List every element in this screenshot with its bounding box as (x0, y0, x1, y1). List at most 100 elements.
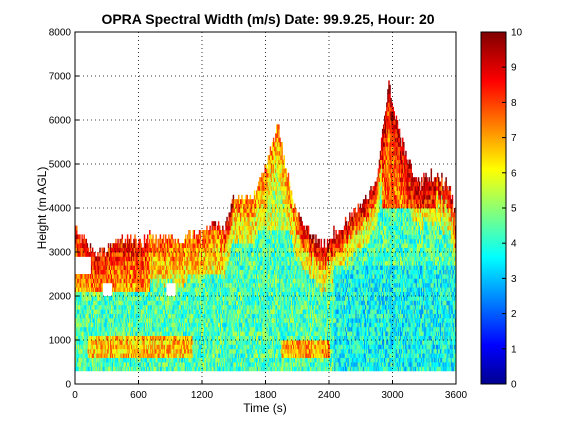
heatmap-cell (210, 269, 212, 275)
heatmap-cell (101, 326, 103, 332)
heatmap-cell (245, 348, 247, 354)
heatmap-cell (155, 282, 157, 288)
heatmap-cell (108, 296, 111, 301)
heatmap-cell (211, 366, 213, 372)
heatmap-cell (228, 234, 230, 240)
heatmap-cell (99, 340, 101, 345)
heatmap-cell (228, 366, 230, 372)
heatmap-cell (188, 243, 190, 248)
heatmap-cell (219, 247, 222, 253)
heatmap-cell (89, 278, 92, 284)
heatmap-cell (125, 300, 128, 306)
heatmap-cell (99, 278, 101, 284)
heatmap-cell (216, 296, 219, 301)
heatmap-cell (121, 344, 124, 350)
heatmap-cell (178, 366, 181, 372)
heatmap-cell (124, 238, 127, 244)
heatmap-cell (243, 274, 245, 279)
heatmap-cell (145, 238, 148, 244)
heatmap-cell (99, 344, 101, 350)
heatmap-cell (196, 296, 199, 301)
heatmap-cell (202, 278, 204, 284)
heatmap-cell (96, 353, 98, 358)
heatmap-cell (231, 243, 234, 248)
heatmap-cell (215, 344, 218, 350)
heatmap-cell (151, 353, 153, 358)
heatmap-cell (149, 357, 151, 363)
heatmap-cell (114, 318, 116, 323)
heatmap-cell (132, 326, 134, 332)
heatmap-cell (198, 322, 201, 328)
heatmap-cell (95, 318, 97, 323)
heatmap-cell (171, 318, 173, 323)
heatmap-cell (105, 278, 108, 284)
heatmap-cell (172, 243, 174, 248)
heatmap-cell (192, 362, 194, 367)
heatmap-cell (113, 278, 115, 284)
heatmap-cell (168, 313, 170, 319)
heatmap-cell (97, 265, 99, 270)
heatmap-cell (109, 278, 112, 284)
heatmap-cell (101, 247, 103, 253)
heatmap-cell (181, 252, 184, 257)
heatmap-cell (87, 274, 90, 279)
heatmap-cell (180, 269, 183, 275)
heatmap-cell (161, 274, 164, 279)
heatmap-cell (180, 278, 183, 284)
heatmap-cell (217, 243, 220, 248)
heatmap-cell (247, 265, 249, 270)
heatmap-cell (205, 269, 207, 275)
heatmap-cell (143, 304, 146, 310)
heatmap-cell (208, 282, 210, 288)
heatmap-cell (108, 274, 111, 279)
heatmap-cell (178, 296, 181, 301)
heatmap-cell (144, 274, 147, 279)
heatmap-cell (182, 353, 185, 358)
heatmap-cell (232, 291, 235, 297)
heatmap-cell (180, 318, 183, 323)
heatmap-cell (84, 282, 86, 288)
heatmap-cell (246, 269, 248, 275)
heatmap-cell (90, 296, 93, 301)
heatmap-cell (235, 203, 238, 209)
heatmap-cell (208, 335, 210, 341)
heatmap-cell (171, 348, 173, 354)
heatmap-cell (112, 291, 114, 297)
heatmap-cell (242, 260, 244, 266)
heatmap-cell (196, 357, 199, 363)
heatmap-cell (197, 238, 200, 244)
heatmap-cell (247, 291, 249, 297)
heatmap-cell (211, 322, 213, 328)
heatmap-cell (104, 274, 107, 279)
heatmap-cell (187, 353, 189, 358)
heatmap-cell (122, 260, 125, 266)
heatmap-cell (160, 331, 163, 336)
heatmap-cell (200, 252, 203, 257)
heatmap-cell (204, 309, 206, 314)
heatmap-cell (138, 313, 140, 319)
heatmap-cell (140, 313, 143, 319)
heatmap-cell (246, 304, 248, 310)
heatmap-cell (84, 362, 86, 367)
heatmap-cell (116, 344, 118, 350)
heatmap-cell (234, 300, 237, 306)
heatmap-cell (177, 243, 180, 248)
heatmap-cell (118, 265, 120, 270)
heatmap-cell (187, 331, 189, 336)
heatmap-cell (229, 225, 231, 231)
heatmap-cell (212, 265, 215, 270)
heatmap-cell (115, 247, 117, 253)
heatmap-cell (206, 225, 208, 231)
heatmap-cell (167, 318, 169, 323)
heatmap-cell (82, 331, 84, 336)
heatmap-cell (143, 362, 146, 367)
heatmap-cell (198, 291, 201, 297)
heatmap-cell (182, 344, 185, 350)
heatmap-cell (128, 362, 131, 367)
heatmap-cell (118, 318, 120, 323)
heatmap-cell (161, 296, 164, 301)
heatmap-cell (225, 357, 227, 363)
heatmap-cell (244, 322, 246, 328)
heatmap-cell (182, 282, 185, 288)
heatmap-cell (102, 348, 104, 354)
